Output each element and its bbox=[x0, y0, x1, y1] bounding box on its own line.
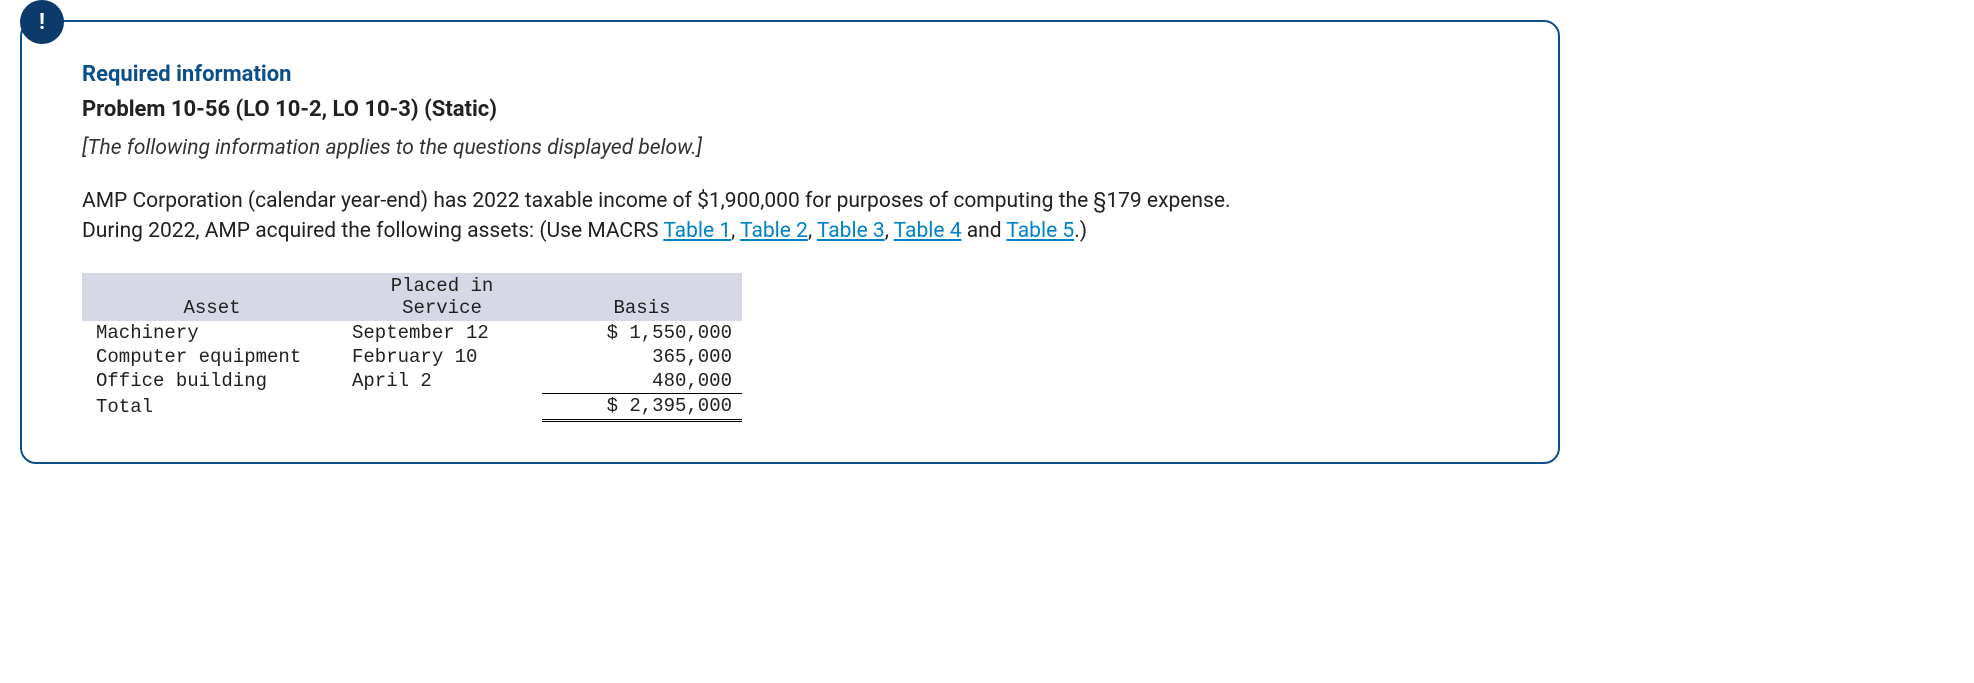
col-header-service-l2: Service bbox=[402, 297, 482, 319]
cell-basis: $ 1,550,000 bbox=[542, 321, 742, 345]
table-row: Office building April 2 480,000 bbox=[82, 369, 742, 394]
macrs-table-5-link[interactable]: Table 5 bbox=[1006, 219, 1074, 243]
cell-total-basis: $ 2,395,000 bbox=[542, 393, 742, 420]
required-info-heading: Required information bbox=[82, 62, 1498, 87]
cell-basis: 480,000 bbox=[542, 369, 742, 394]
and: and bbox=[962, 219, 1007, 243]
table-row: Machinery September 12 $ 1,550,000 bbox=[82, 321, 742, 345]
sep: , bbox=[731, 219, 740, 243]
sep: , bbox=[885, 219, 894, 243]
problem-body: AMP Corporation (calendar year-end) has … bbox=[82, 186, 1282, 247]
col-header-basis: Basis bbox=[542, 273, 742, 321]
col-header-service-l1: Placed in bbox=[391, 275, 494, 297]
macrs-table-4-link[interactable]: Table 4 bbox=[894, 219, 962, 243]
cell-empty bbox=[342, 393, 542, 420]
macrs-table-1-link[interactable]: Table 1 bbox=[663, 219, 731, 243]
table-header-row: Asset Placed in Service Basis bbox=[82, 273, 742, 321]
cell-asset: Machinery bbox=[82, 321, 342, 345]
info-card: ! Required information Problem 10-56 (LO… bbox=[20, 20, 1560, 464]
applies-note: [The following information applies to th… bbox=[82, 136, 1498, 160]
cell-service: September 12 bbox=[342, 321, 542, 345]
alert-badge-icon: ! bbox=[20, 0, 64, 44]
cell-basis: 365,000 bbox=[542, 345, 742, 369]
macrs-table-3-link[interactable]: Table 3 bbox=[817, 219, 885, 243]
table-row: Computer equipment February 10 365,000 bbox=[82, 345, 742, 369]
problem-title: Problem 10-56 (LO 10-2, LO 10-3) (Static… bbox=[82, 97, 1498, 122]
macrs-table-2-link[interactable]: Table 2 bbox=[740, 219, 808, 243]
cell-service: April 2 bbox=[342, 369, 542, 394]
table-total-row: Total $ 2,395,000 bbox=[82, 393, 742, 420]
col-header-asset: Asset bbox=[82, 273, 342, 321]
cell-total-label: Total bbox=[82, 393, 342, 420]
body-post: .) bbox=[1074, 219, 1087, 243]
cell-asset: Office building bbox=[82, 369, 342, 394]
cell-service: February 10 bbox=[342, 345, 542, 369]
col-header-service: Placed in Service bbox=[342, 273, 542, 321]
assets-table: Asset Placed in Service Basis Machinery … bbox=[82, 273, 742, 422]
cell-asset: Computer equipment bbox=[82, 345, 342, 369]
sep: , bbox=[808, 219, 817, 243]
